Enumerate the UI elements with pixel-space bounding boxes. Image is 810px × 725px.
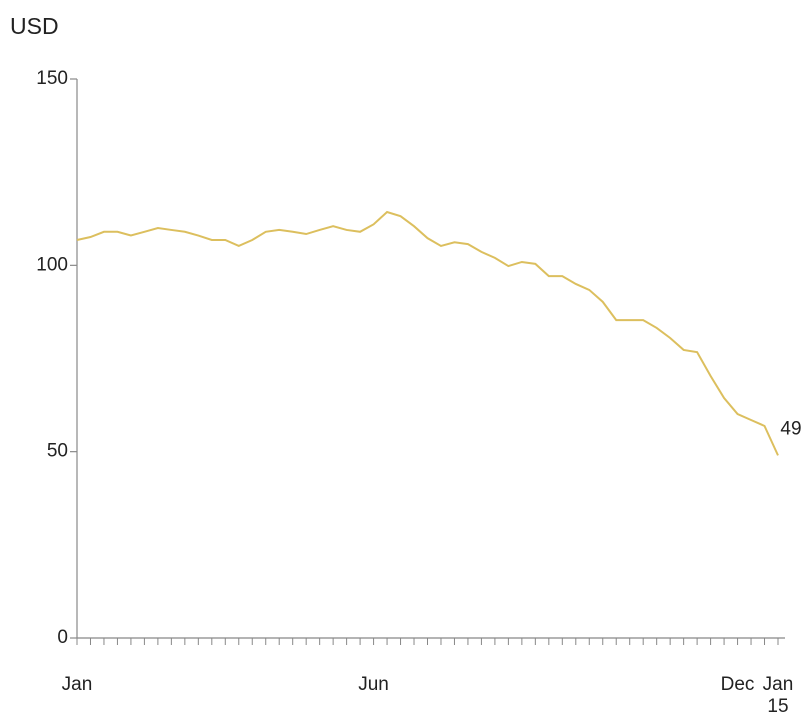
x-tick-label: Jan 15	[762, 674, 794, 717]
value-label-bg	[775, 417, 807, 442]
chart-title: USD	[10, 13, 59, 39]
y-tick-label: 0	[57, 627, 68, 648]
y-tick-label: 100	[36, 254, 68, 275]
y-tick-label: 50	[47, 441, 68, 462]
x-tick-label: Jun	[358, 674, 389, 695]
x-tick-label: Dec	[720, 674, 755, 695]
line-series	[76, 210, 779, 456]
x-tick-label: Jan	[61, 674, 93, 695]
y-tick-label: 150	[36, 68, 68, 89]
value-label: 49	[780, 418, 801, 439]
